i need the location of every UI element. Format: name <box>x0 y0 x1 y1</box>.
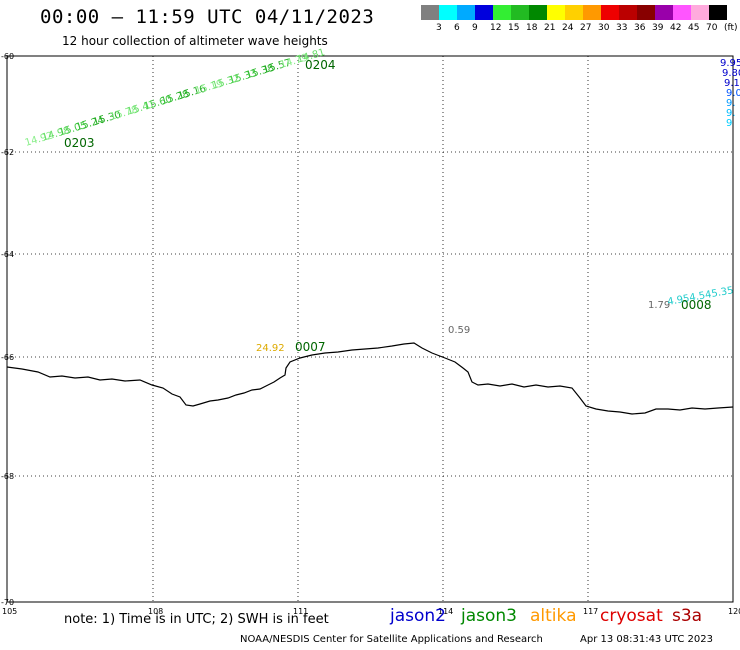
legend-label: 39 <box>652 23 664 33</box>
legend-swatch <box>475 5 493 20</box>
swh-value-label: 9.1 <box>724 78 740 89</box>
legend-label: 33 <box>616 23 628 33</box>
swh-value-label: 9.95 <box>720 58 740 69</box>
y-tick-label: -60 <box>1 52 14 61</box>
x-tick-label: 105 <box>2 607 17 616</box>
satellite-label-cryosat: cryosat <box>600 606 663 626</box>
satellite-label-s3a: s3a <box>672 606 703 626</box>
swh-value-label: 9.0 <box>726 88 740 99</box>
x-tick-label: 120 <box>728 607 740 616</box>
coastline <box>6 342 734 415</box>
legend-swatch <box>511 5 529 20</box>
track-time-label: 0204 <box>305 58 336 72</box>
y-tick-label: -70 <box>1 598 14 607</box>
legend-swatch <box>529 5 547 20</box>
swh-value-label: 9.80 <box>722 68 740 79</box>
satellite-label-jason2: jason2 <box>390 606 446 626</box>
legend-swatch <box>619 5 637 20</box>
legend-label: 27 <box>580 23 592 33</box>
swh-value-label: 0.59 <box>448 325 470 336</box>
legend-label: 18 <box>526 23 538 33</box>
y-tick-label: -64 <box>1 250 14 259</box>
legend-swatch <box>709 5 727 20</box>
legend-swatch <box>601 5 619 20</box>
legend-label: 24 <box>562 23 574 33</box>
altimeter-tracks: 14.9214.9815.0515.2415.3015.7815.4115.60… <box>24 47 740 354</box>
swh-value-label: 9 <box>726 118 732 129</box>
legend-label: 45 <box>688 23 700 33</box>
credit-line: NOAA/NESDIS Center for Satellite Applica… <box>240 634 543 645</box>
generation-timestamp: Apr 13 08:31:43 UTC 2023 <box>580 634 713 645</box>
legend-swatch <box>457 5 475 20</box>
legend-swatch <box>691 5 709 20</box>
legend-swatch <box>673 5 691 20</box>
satellite-label-jason3: jason3 <box>461 606 517 626</box>
legend-swatch <box>565 5 583 20</box>
x-tick-label: 114 <box>438 607 453 616</box>
color-legend: 3 6 9 12 15 18 21 24 27 30 33 36 39 42 45 70 (ft) <box>421 5 738 35</box>
legend-label: 3 <box>436 23 442 33</box>
legend-swatch <box>421 5 439 20</box>
legend-label: 9 <box>472 23 478 33</box>
map-subtitle: 12 hour collection of altimeter wave hei… <box>62 34 328 48</box>
legend-label: 15 <box>508 23 520 33</box>
legend-label: 12 <box>490 23 502 33</box>
legend-swatch <box>655 5 673 20</box>
swh-value-label: 9. <box>726 108 736 119</box>
y-tick-label: -68 <box>1 472 14 481</box>
legend-swatch <box>637 5 655 20</box>
swh-value-label: 4.54 <box>689 289 713 304</box>
legend-label: 30 <box>598 23 610 33</box>
legend-label: 42 <box>670 23 682 33</box>
legend-label: (ft) <box>724 23 738 33</box>
legend-swatch <box>547 5 565 20</box>
track-time-label: 0007 <box>295 340 326 354</box>
map-frame <box>6 55 734 603</box>
x-tick-label: 111 <box>293 607 308 616</box>
y-tick-label: -66 <box>1 353 14 362</box>
x-tick-label: 108 <box>148 607 163 616</box>
y-tick-label: -62 <box>1 148 14 157</box>
satellite-label-altika: altika <box>530 606 577 626</box>
legend-swatch <box>583 5 601 20</box>
legend-label: 36 <box>634 23 646 33</box>
swh-value-label: 24.92 <box>256 343 285 354</box>
track-time-label: 0203 <box>64 136 95 150</box>
legend-label: 6 <box>454 23 460 33</box>
swh-value-label: 4.95 <box>667 293 691 308</box>
map-title: 00:00 – 11:59 UTC 04/11/2023 <box>40 6 375 28</box>
swh-value-label: 1.79 <box>648 300 670 311</box>
swh-value-label: 5.35 <box>711 285 735 300</box>
graticule: 105 108 111 114 117 120 -60 -62 -64 -66 -68 -70 <box>1 52 740 616</box>
legend-label: 21 <box>544 23 556 33</box>
track-time-label: 0008 <box>681 298 712 312</box>
swh-value-label: 9. <box>726 98 736 109</box>
legend-label: 70 <box>706 23 718 33</box>
legend-swatch <box>439 5 457 20</box>
x-tick-label: 117 <box>583 607 598 616</box>
footer-note: note: 1) Time is in UTC; 2) SWH is in fe… <box>64 612 329 627</box>
legend-swatch <box>493 5 511 20</box>
